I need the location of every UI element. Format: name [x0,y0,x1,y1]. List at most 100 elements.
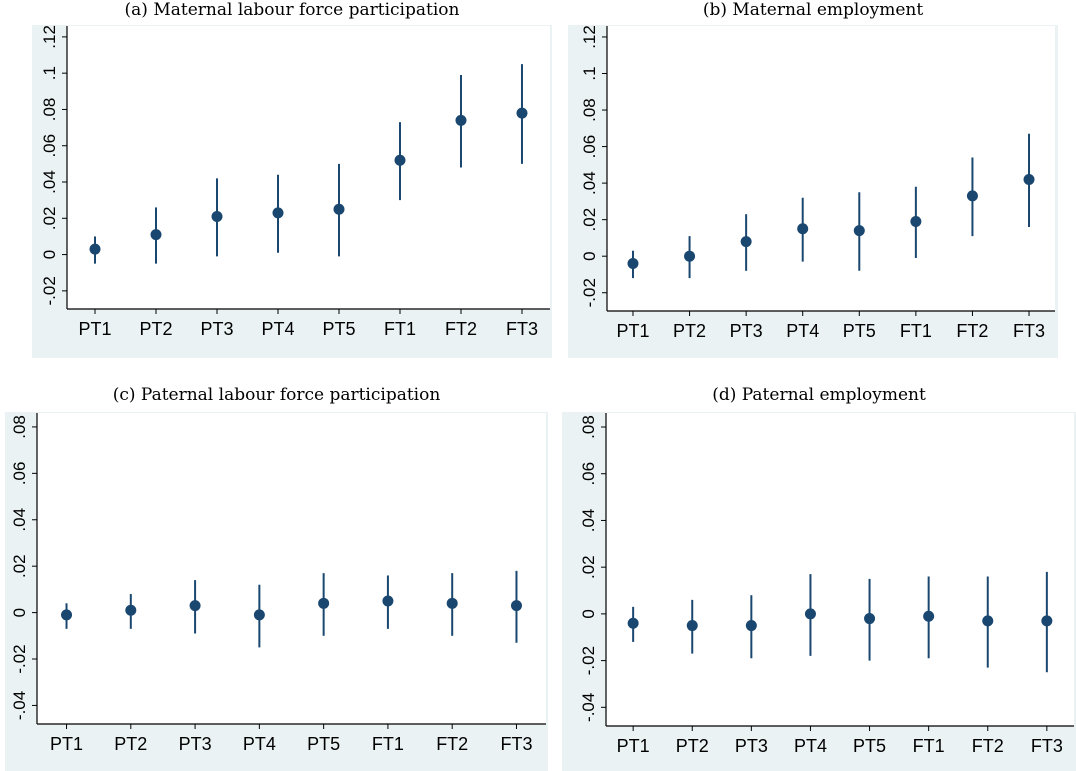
y-tick-label: .06 [579,462,598,486]
y-tick-label: 0 [579,609,598,618]
y-tick-label: 0 [10,608,29,617]
y-tick-label: .1 [580,66,599,80]
x-tick-label: PT4 [243,734,276,754]
data-point [516,107,528,119]
data-point [740,236,752,248]
chart-title: (b) Maternal employment [702,0,924,20]
y-tick-label: -.04 [10,691,29,720]
x-tick-label: PT5 [843,321,876,341]
x-tick-label: PT4 [261,319,294,339]
data-point [125,604,137,616]
y-tick-label: .02 [10,554,29,578]
data-point [333,203,345,215]
panel-a: (a) Maternal labour force participation … [32,0,552,358]
data-point [797,223,809,235]
y-tick-label: .04 [40,170,59,194]
x-tick-label: PT5 [853,736,886,756]
y-tick-label: .12 [580,25,599,49]
x-tick-label: FT1 [913,736,945,756]
y-tick-label: .08 [10,415,29,439]
y-tick-label: .08 [40,98,59,122]
y-tick-label: -.02 [40,276,59,305]
x-tick-label: PT3 [730,321,763,341]
y-tick-label: .08 [580,98,599,122]
x-tick-label: PT1 [79,319,112,339]
data-point [150,229,162,241]
plot-area [37,413,546,724]
x-tick-label: PT2 [140,319,173,339]
x-tick-label: PT3 [179,734,212,754]
x-tick-label: PT4 [794,736,827,756]
data-point [189,600,201,612]
plot-area [67,26,550,309]
data-point [446,597,458,609]
y-tick-label: .02 [580,208,599,232]
x-tick-label: FT2 [436,734,468,754]
chart-a: -.02 0 .02 .04 .06 .08 .1 .12 PT1 PT2 PT3 PT4 PT5 FT1… [32,25,552,358]
x-tick-label: FT3 [1013,321,1045,341]
x-tick-label: PT1 [50,734,83,754]
y-tick-label: .04 [579,509,598,533]
x-tick-label: PT2 [673,321,706,341]
data-point [627,258,639,269]
x-tick-label: PT1 [617,736,650,756]
data-point [211,210,223,222]
chart-title: (c) Paternal labour force participation [112,385,441,405]
y-tick-label: -.02 [10,644,29,673]
data-point [853,225,865,237]
data-point [982,615,994,627]
x-tick-label: PT3 [200,319,233,339]
data-point [686,620,698,632]
chart-title: (a) Maternal labour force participation [124,0,460,20]
y-tick-label: 0 [40,250,59,259]
data-point [627,617,639,629]
y-tick-label: .08 [579,415,598,439]
chart-c: -.04 -.02 0 .02 .04 .06 .08 PT1 PT2 PT3 PT4 PT5 FT1 F… [5,412,548,771]
x-tick-label: PT2 [676,736,709,756]
plot-area [607,26,1055,311]
data-point [455,114,467,126]
x-tick-label: FT1 [384,319,416,339]
data-point [745,620,757,632]
y-tick-label: 0 [580,251,599,260]
data-point [864,613,876,625]
x-tick-label: FT3 [1031,736,1063,756]
y-tick-label: .02 [579,555,598,579]
y-tick-label: -.04 [579,693,598,722]
data-point [318,597,330,609]
data-point [804,608,816,620]
data-point [272,207,284,219]
panel-d: (d) Paternal employment -.04 -.02 0 .02 .04.… [562,385,1076,771]
x-tick-label: FT2 [956,321,988,341]
chart-title: (d) Paternal employment [712,385,926,405]
x-tick-label: PT5 [322,319,355,339]
y-tick-label: .1 [40,66,59,80]
y-tick-label: -.02 [579,646,598,675]
data-point [684,250,696,262]
x-tick-label: PT1 [616,321,649,341]
panel-b: (b) Maternal employment -.02 0 .02 .04 .06 .0… [568,0,1058,358]
x-tick-label: FT2 [972,736,1004,756]
x-tick-label: PT2 [114,734,147,754]
data-point [253,609,265,621]
data-point [1041,615,1053,627]
y-tick-label: .04 [10,508,29,532]
data-point [382,595,394,607]
y-tick-label: .06 [10,462,29,486]
data-point [89,243,101,255]
x-tick-label: PT4 [786,321,819,341]
panel-c: (c) Paternal labour force participation … [5,385,548,771]
data-point [394,154,406,166]
y-tick-label: .06 [580,135,599,159]
x-tick-label: PT3 [735,736,768,756]
y-tick-label: .04 [580,171,599,195]
data-point [966,190,978,202]
x-tick-label: FT1 [900,321,932,341]
plot-area [606,413,1074,726]
y-tick-label: .12 [40,25,59,49]
x-tick-label: FT1 [372,734,404,754]
x-tick-label: FT3 [500,734,532,754]
data-point [510,600,522,612]
x-tick-label: FT2 [445,319,477,339]
y-tick-label: .06 [40,134,59,158]
